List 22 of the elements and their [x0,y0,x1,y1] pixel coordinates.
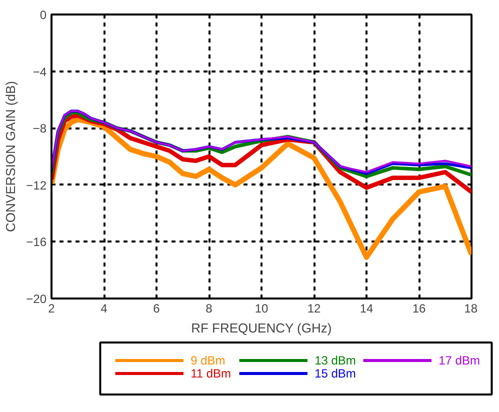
y-tick-label: −20 [26,292,47,306]
x-axis-title: RF FREQUENCY (GHz) [191,320,332,336]
x-tick-label: 10 [254,302,268,316]
text: 9 dBm [190,354,226,368]
text: 13 dBm [314,354,356,368]
text: 15 dBm [314,366,356,380]
text: 11 dBm [190,366,232,380]
x-tick-label: 2 [48,302,56,316]
x-tick-label: 16 [412,302,426,316]
y-tick-label: −12 [26,178,47,192]
y-tick-label: −8 [32,122,47,136]
y-tick-label: 0 [40,8,47,22]
x-tick-label: 6 [153,302,160,316]
x-tick-label: 12 [307,302,321,316]
y-tick-label: −16 [26,235,47,250]
x-tick-label: 14 [360,302,374,316]
text: 17 dBm [438,354,480,368]
x-tick-label: 18 [464,302,478,316]
x-tick-label: 8 [206,302,213,316]
x-tick-label: 4 [100,302,108,316]
y-axis-title: CONVERSION GAIN (dB) [3,81,18,232]
y-tick-label: −4 [32,64,47,79]
